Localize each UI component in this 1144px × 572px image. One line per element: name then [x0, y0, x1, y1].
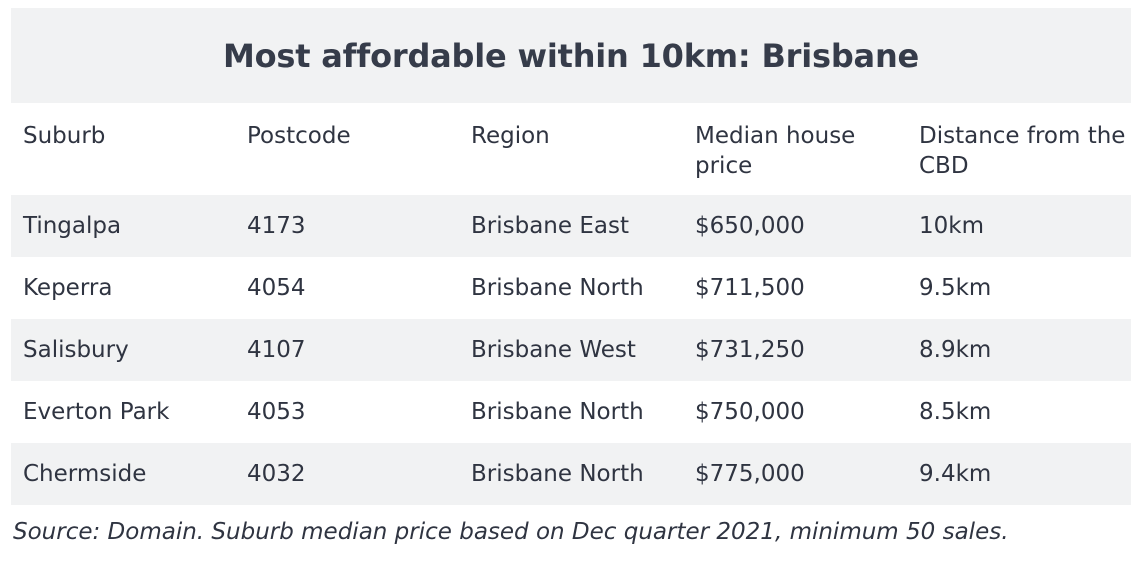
- column-header-region: Region: [471, 123, 550, 149]
- table-row: Chermside 4032 Brisbane North $775,000 9…: [11, 443, 1131, 505]
- cell-postcode: 4173: [247, 213, 306, 239]
- table-title: Most affordable within 10km: Brisbane: [222, 36, 920, 75]
- column-header-median-price: Median house price: [695, 123, 856, 179]
- column-header-suburb: Suburb: [23, 123, 106, 149]
- header-row: Suburb Postcode Region Median house pric…: [11, 103, 1131, 195]
- cell-distance: 9.4km: [919, 461, 992, 487]
- cell-median-price: $775,000: [695, 461, 805, 487]
- cell-median-price: $750,000: [695, 399, 805, 425]
- cell-distance: 8.5km: [919, 399, 992, 425]
- cell-median-price: $711,500: [695, 275, 805, 301]
- cell-suburb: Keperra: [23, 275, 113, 301]
- cell-region: Brisbane West: [471, 337, 636, 363]
- cell-suburb: Salisbury: [23, 337, 129, 363]
- cell-median-price: $731,250: [695, 337, 805, 363]
- table-body: Tingalpa 4173 Brisbane East $650,000 10k…: [11, 195, 1131, 505]
- cell-suburb: Everton Park: [23, 399, 170, 425]
- table-header: Suburb Postcode Region Median house pric…: [11, 103, 1131, 195]
- table-row: Tingalpa 4173 Brisbane East $650,000 10k…: [11, 195, 1131, 257]
- affordable-suburbs-table-card: Most affordable within 10km: Brisbane Su…: [11, 8, 1131, 505]
- cell-postcode: 4054: [247, 275, 306, 301]
- column-header-postcode: Postcode: [247, 123, 351, 149]
- cell-region: Brisbane East: [471, 213, 629, 239]
- table-row: Everton Park 4053 Brisbane North $750,00…: [11, 381, 1131, 443]
- cell-distance: 8.9km: [919, 337, 992, 363]
- cell-region: Brisbane North: [471, 399, 644, 425]
- cell-postcode: 4032: [247, 461, 306, 487]
- cell-postcode: 4107: [247, 337, 306, 363]
- table-row: Salisbury 4107 Brisbane West $731,250 8.…: [11, 319, 1131, 381]
- table-title-bar: Most affordable within 10km: Brisbane: [11, 8, 1131, 103]
- table-row: Keperra 4054 Brisbane North $711,500 9.5…: [11, 257, 1131, 319]
- cell-median-price: $650,000: [695, 213, 805, 239]
- cell-region: Brisbane North: [471, 275, 644, 301]
- column-header-distance: Distance from the CBD: [919, 123, 1126, 179]
- cell-region: Brisbane North: [471, 461, 644, 487]
- cell-distance: 10km: [919, 213, 984, 239]
- source-note: Source: Domain. Suburb median price base…: [13, 519, 1009, 545]
- cell-postcode: 4053: [247, 399, 306, 425]
- cell-distance: 9.5km: [919, 275, 992, 301]
- cell-suburb: Tingalpa: [23, 213, 122, 239]
- cell-suburb: Chermside: [23, 461, 147, 487]
- suburbs-table: Suburb Postcode Region Median house pric…: [11, 103, 1131, 505]
